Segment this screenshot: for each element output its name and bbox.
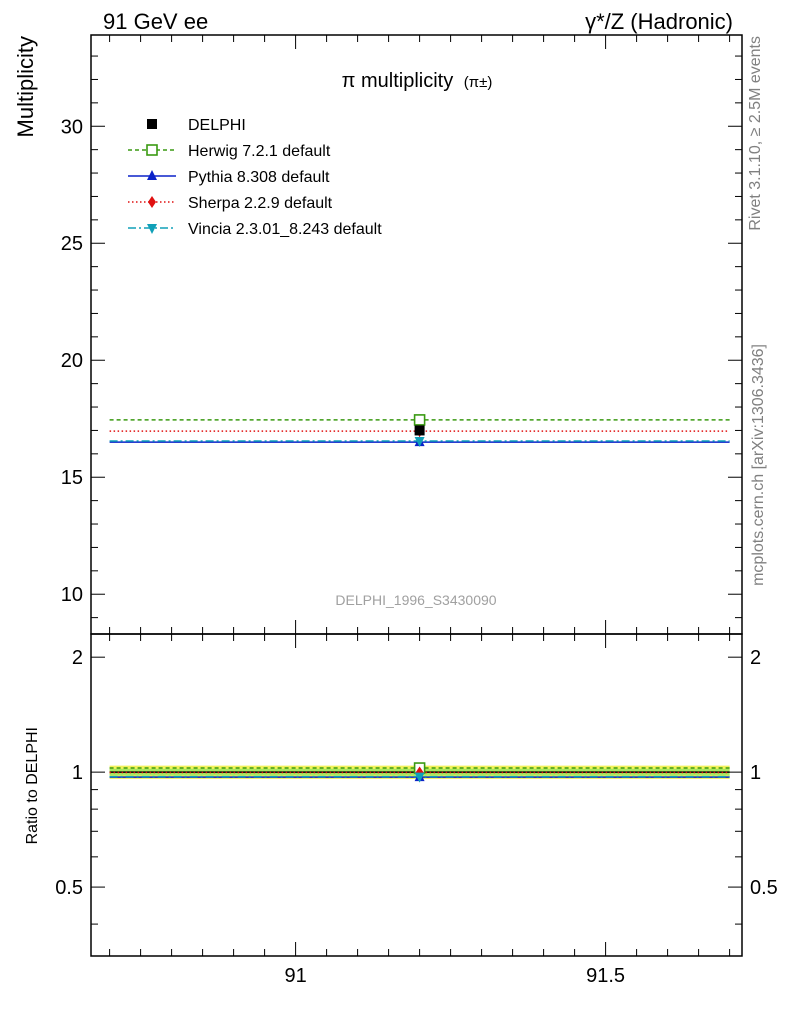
legend-label: Pythia 8.308 default <box>188 169 330 186</box>
series-marker-Herwig 7.2.1 default <box>413 414 426 426</box>
main-title: π multiplicity (π±) <box>342 70 493 92</box>
legend: DELPHI Herwig 7.2.1 default Pythia 8.308 d… <box>128 117 382 238</box>
main-ylabel: Multiplicity <box>13 36 38 137</box>
main-ytick-label: 30 <box>61 116 83 138</box>
main-panel: 10 15 20 25 30 <box>61 34 743 635</box>
legend-marker-Pythia 8.308 default <box>147 170 157 180</box>
header-energy-label: 91 GeV ee <box>103 9 208 34</box>
legend-label: Vincia 2.3.01_8.243 default <box>188 221 382 238</box>
main-ytick-label: 15 <box>61 467 83 489</box>
ratio-ytick-label-right: 2 <box>750 647 761 669</box>
ratio-ytick-label-right: 1 <box>750 762 761 784</box>
main-title-subscript: (π±) <box>464 74 493 91</box>
legend-marker-DELPHI <box>147 119 157 129</box>
ratio-xtick-label: 91.5 <box>586 965 625 987</box>
ratio-ytick-label: 1 <box>72 762 83 784</box>
rivet-version-label: Rivet 3.1.10, ≥ 2.5M events <box>747 36 764 231</box>
ratio-marker-Vincia 2.3.01_8.243 default <box>414 772 425 783</box>
legend-label: Sherpa 2.2.9 default <box>188 195 333 212</box>
data-point-DELPHI <box>414 425 425 436</box>
series-marker-Vincia 2.3.01_8.243 default <box>414 436 425 447</box>
main-ytick-label: 10 <box>61 584 83 606</box>
ratio-ytick-label: 2 <box>72 647 83 669</box>
main-ytick-label: 20 <box>61 350 83 372</box>
header-process-label: γ*/Z (Hadronic) <box>585 9 733 34</box>
legend-marker-Herwig 7.2.1 default <box>146 144 158 156</box>
ratio-xtick-label: 91 <box>284 965 306 987</box>
ratio-panel: 0.5 0.5 1 1 2 2 91 91.5 <box>55 633 778 987</box>
legend-label: DELPHI <box>188 117 246 134</box>
analysis-watermark: DELPHI_1996_S3430090 <box>335 592 496 608</box>
legend-marker-Sherpa 2.2.9 default <box>148 196 156 208</box>
legend-marker-Vincia 2.3.01_8.243 default <box>147 224 157 234</box>
ratio-ylabel: Ratio to DELPHI <box>24 727 41 844</box>
ratio-frame <box>90 633 743 957</box>
main-ytick-label: 25 <box>61 233 83 255</box>
ratio-ytick-label-right: 0.5 <box>750 877 778 899</box>
mcplots-label: mcplots.cern.ch [arXiv:1306.3436] <box>750 344 767 586</box>
main-title-text: π multiplicity <box>342 70 454 92</box>
legend-label: Herwig 7.2.1 default <box>188 143 331 160</box>
ratio-ytick-label: 0.5 <box>55 877 83 899</box>
